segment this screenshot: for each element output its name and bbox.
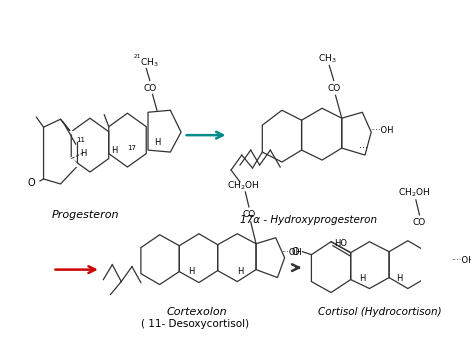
Text: CO: CO [143, 84, 156, 93]
Text: O: O [291, 247, 299, 257]
Text: CH$_2$OH: CH$_2$OH [398, 187, 430, 199]
Text: H: H [188, 267, 195, 276]
Text: CH$_2$OH: CH$_2$OH [227, 180, 260, 192]
Text: Cortexolon: Cortexolon [167, 307, 227, 317]
Text: ( 11- Desoxycortisol): ( 11- Desoxycortisol) [141, 319, 250, 329]
Text: O: O [28, 178, 35, 188]
Text: HO: HO [334, 239, 347, 248]
Text: H: H [359, 274, 365, 283]
Text: CH$_3$: CH$_3$ [140, 56, 159, 69]
Text: 17α - Hydroxyprogesteron: 17α - Hydroxyprogesteron [240, 215, 377, 225]
Text: H: H [111, 146, 117, 155]
Text: CO: CO [327, 84, 341, 93]
Text: $^{21}$: $^{21}$ [133, 54, 141, 63]
Text: 17: 17 [128, 145, 137, 151]
Text: CO: CO [413, 218, 426, 227]
Text: H: H [397, 274, 403, 283]
Text: CH$_3$: CH$_3$ [318, 52, 337, 65]
Text: ····OH: ····OH [451, 256, 471, 265]
Text: H: H [237, 267, 243, 276]
Text: Progesteron: Progesteron [52, 210, 119, 220]
Text: H: H [80, 149, 86, 158]
Text: ···: ··· [359, 143, 368, 153]
Text: ···OH: ···OH [281, 248, 302, 257]
Text: Cortisol (Hydrocortison): Cortisol (Hydrocortison) [318, 307, 442, 317]
Text: ····OH: ····OH [370, 126, 394, 135]
Text: CO: CO [242, 210, 256, 219]
Text: H: H [154, 138, 160, 147]
Text: 11: 11 [77, 137, 86, 143]
